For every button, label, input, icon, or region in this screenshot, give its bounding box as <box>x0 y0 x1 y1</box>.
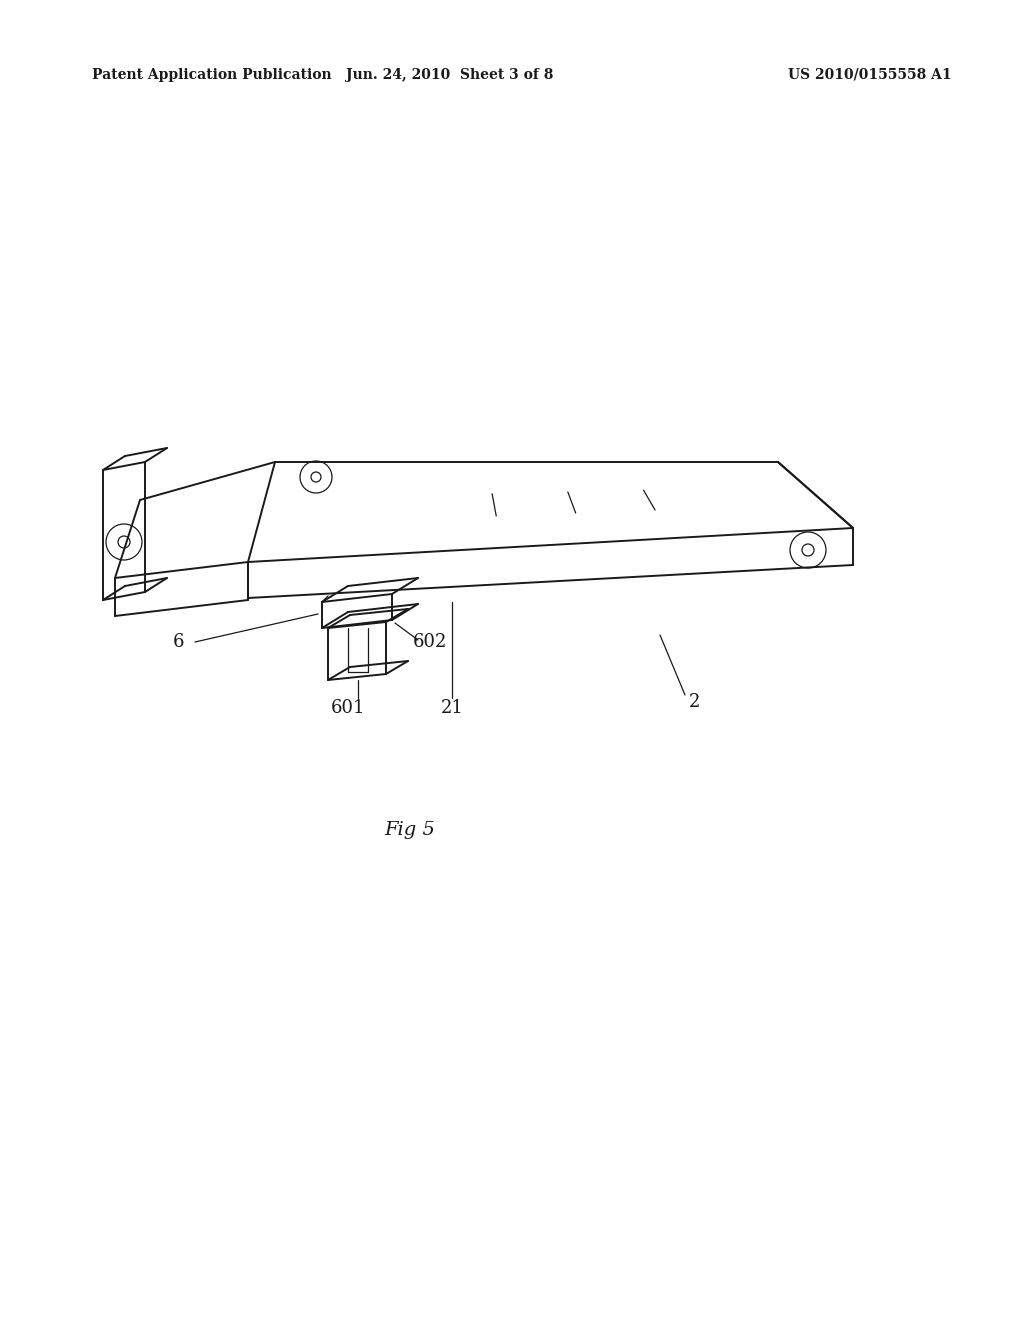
Text: US 2010/0155558 A1: US 2010/0155558 A1 <box>788 69 952 82</box>
Text: 602: 602 <box>413 634 447 651</box>
Text: Patent Application Publication: Patent Application Publication <box>92 69 332 82</box>
Text: 601: 601 <box>331 700 366 717</box>
Text: 2: 2 <box>689 693 700 711</box>
Text: 21: 21 <box>440 700 464 717</box>
Text: Jun. 24, 2010  Sheet 3 of 8: Jun. 24, 2010 Sheet 3 of 8 <box>346 69 554 82</box>
Text: Fig 5: Fig 5 <box>385 821 435 840</box>
Text: 6: 6 <box>172 634 183 651</box>
